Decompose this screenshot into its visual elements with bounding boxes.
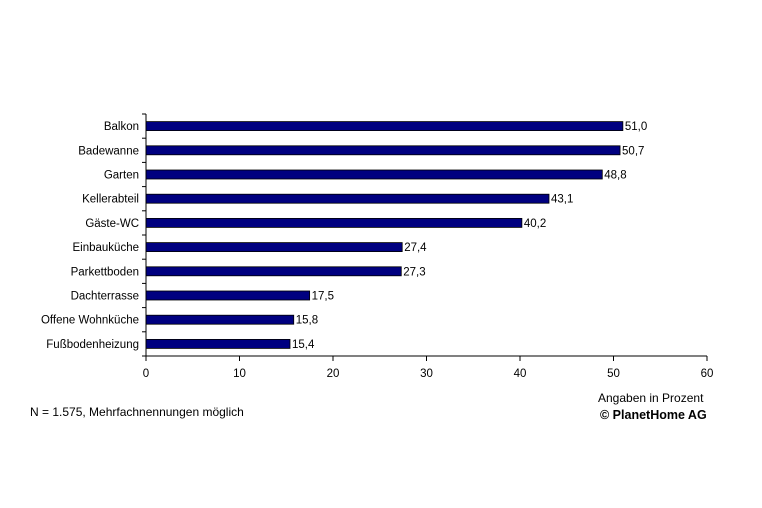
value-label: 50,7 bbox=[622, 145, 644, 157]
bar bbox=[145, 314, 295, 325]
unit-label: Angaben in Prozent bbox=[598, 391, 704, 405]
bar bbox=[145, 338, 291, 349]
x-tick-label: 40 bbox=[514, 368, 527, 380]
value-label: 40,2 bbox=[524, 218, 546, 230]
bar bbox=[145, 290, 311, 301]
value-label: 27,4 bbox=[404, 242, 427, 254]
bar bbox=[145, 266, 402, 277]
value-label: 51,0 bbox=[625, 121, 647, 133]
x-tick-label: 0 bbox=[143, 368, 149, 380]
category-label: Offene Wohnküche bbox=[41, 315, 139, 327]
category-label: Garten bbox=[104, 170, 139, 182]
value-label: 15,4 bbox=[292, 339, 315, 351]
value-label: 48,8 bbox=[604, 170, 626, 182]
value-label: 17,5 bbox=[312, 291, 334, 303]
category-label: Fußbodenheizung bbox=[46, 339, 139, 351]
sample-note: N = 1.575, Mehrfachnennungen möglich bbox=[30, 405, 244, 419]
category-label: Badewanne bbox=[78, 145, 139, 157]
x-tick-label: 60 bbox=[701, 368, 714, 380]
bar bbox=[145, 121, 624, 131]
category-label: Gäste-WC bbox=[85, 218, 139, 230]
value-labels: 51,0 50,7 48,8 43,1 40,2 27,4 27,3 17,5 15,8 15,4 bbox=[292, 121, 647, 351]
value-label: 15,8 bbox=[296, 315, 318, 327]
bar bbox=[145, 169, 603, 180]
value-label: 43,1 bbox=[551, 194, 573, 206]
value-label: 27,3 bbox=[403, 266, 425, 278]
bar bbox=[145, 193, 550, 204]
category-label: Dachterrasse bbox=[71, 291, 139, 303]
bar bbox=[145, 145, 621, 156]
category-label: Parkettboden bbox=[71, 266, 139, 278]
category-label: Balkon bbox=[104, 121, 139, 133]
bar bbox=[145, 242, 403, 253]
bar bbox=[145, 217, 523, 228]
x-tick-label: 20 bbox=[327, 368, 340, 380]
category-label: Einbauküche bbox=[73, 242, 140, 254]
x-tick-label: 30 bbox=[420, 368, 433, 380]
category-labels: Balkon Badewanne Garten Kellerabteil Gäste-W… bbox=[41, 121, 139, 351]
category-label: Kellerabteil bbox=[82, 194, 139, 206]
x-tick-label: 10 bbox=[233, 368, 246, 380]
axes-group: 0 10 20 30 40 50 60 bbox=[142, 113, 714, 380]
x-tick-label: 50 bbox=[607, 368, 620, 380]
copyright-label: © PlanetHome AG bbox=[600, 408, 707, 422]
bars-group bbox=[145, 121, 624, 349]
